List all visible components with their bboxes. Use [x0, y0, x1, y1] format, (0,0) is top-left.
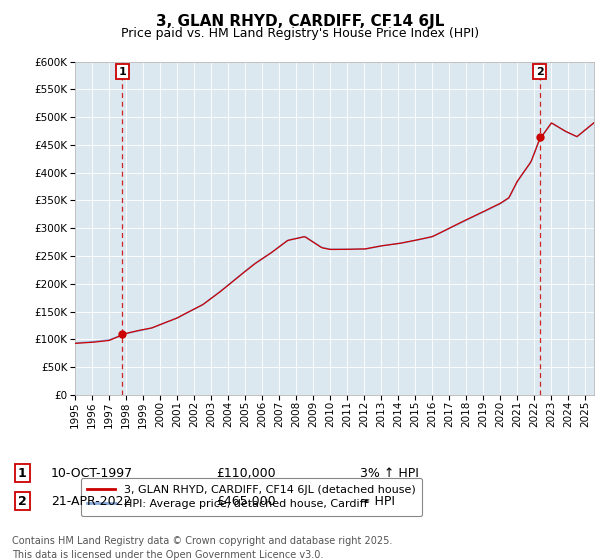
Text: 21-APR-2022: 21-APR-2022: [51, 494, 131, 508]
Text: 3% ↑ HPI: 3% ↑ HPI: [360, 466, 419, 480]
Text: ≈ HPI: ≈ HPI: [360, 494, 395, 508]
Text: 2: 2: [536, 67, 544, 77]
Text: Price paid vs. HM Land Registry's House Price Index (HPI): Price paid vs. HM Land Registry's House …: [121, 27, 479, 40]
Text: £465,000: £465,000: [216, 494, 275, 508]
Text: 1: 1: [118, 67, 126, 77]
Text: 10-OCT-1997: 10-OCT-1997: [51, 466, 133, 480]
Text: Contains HM Land Registry data © Crown copyright and database right 2025.
This d: Contains HM Land Registry data © Crown c…: [12, 536, 392, 559]
Text: 2: 2: [18, 494, 27, 508]
Text: 3, GLAN RHYD, CARDIFF, CF14 6JL: 3, GLAN RHYD, CARDIFF, CF14 6JL: [156, 14, 444, 29]
Text: £110,000: £110,000: [216, 466, 275, 480]
Text: 1: 1: [18, 466, 27, 480]
Legend: 3, GLAN RHYD, CARDIFF, CF14 6JL (detached house), HPI: Average price, detached h: 3, GLAN RHYD, CARDIFF, CF14 6JL (detache…: [80, 478, 422, 516]
